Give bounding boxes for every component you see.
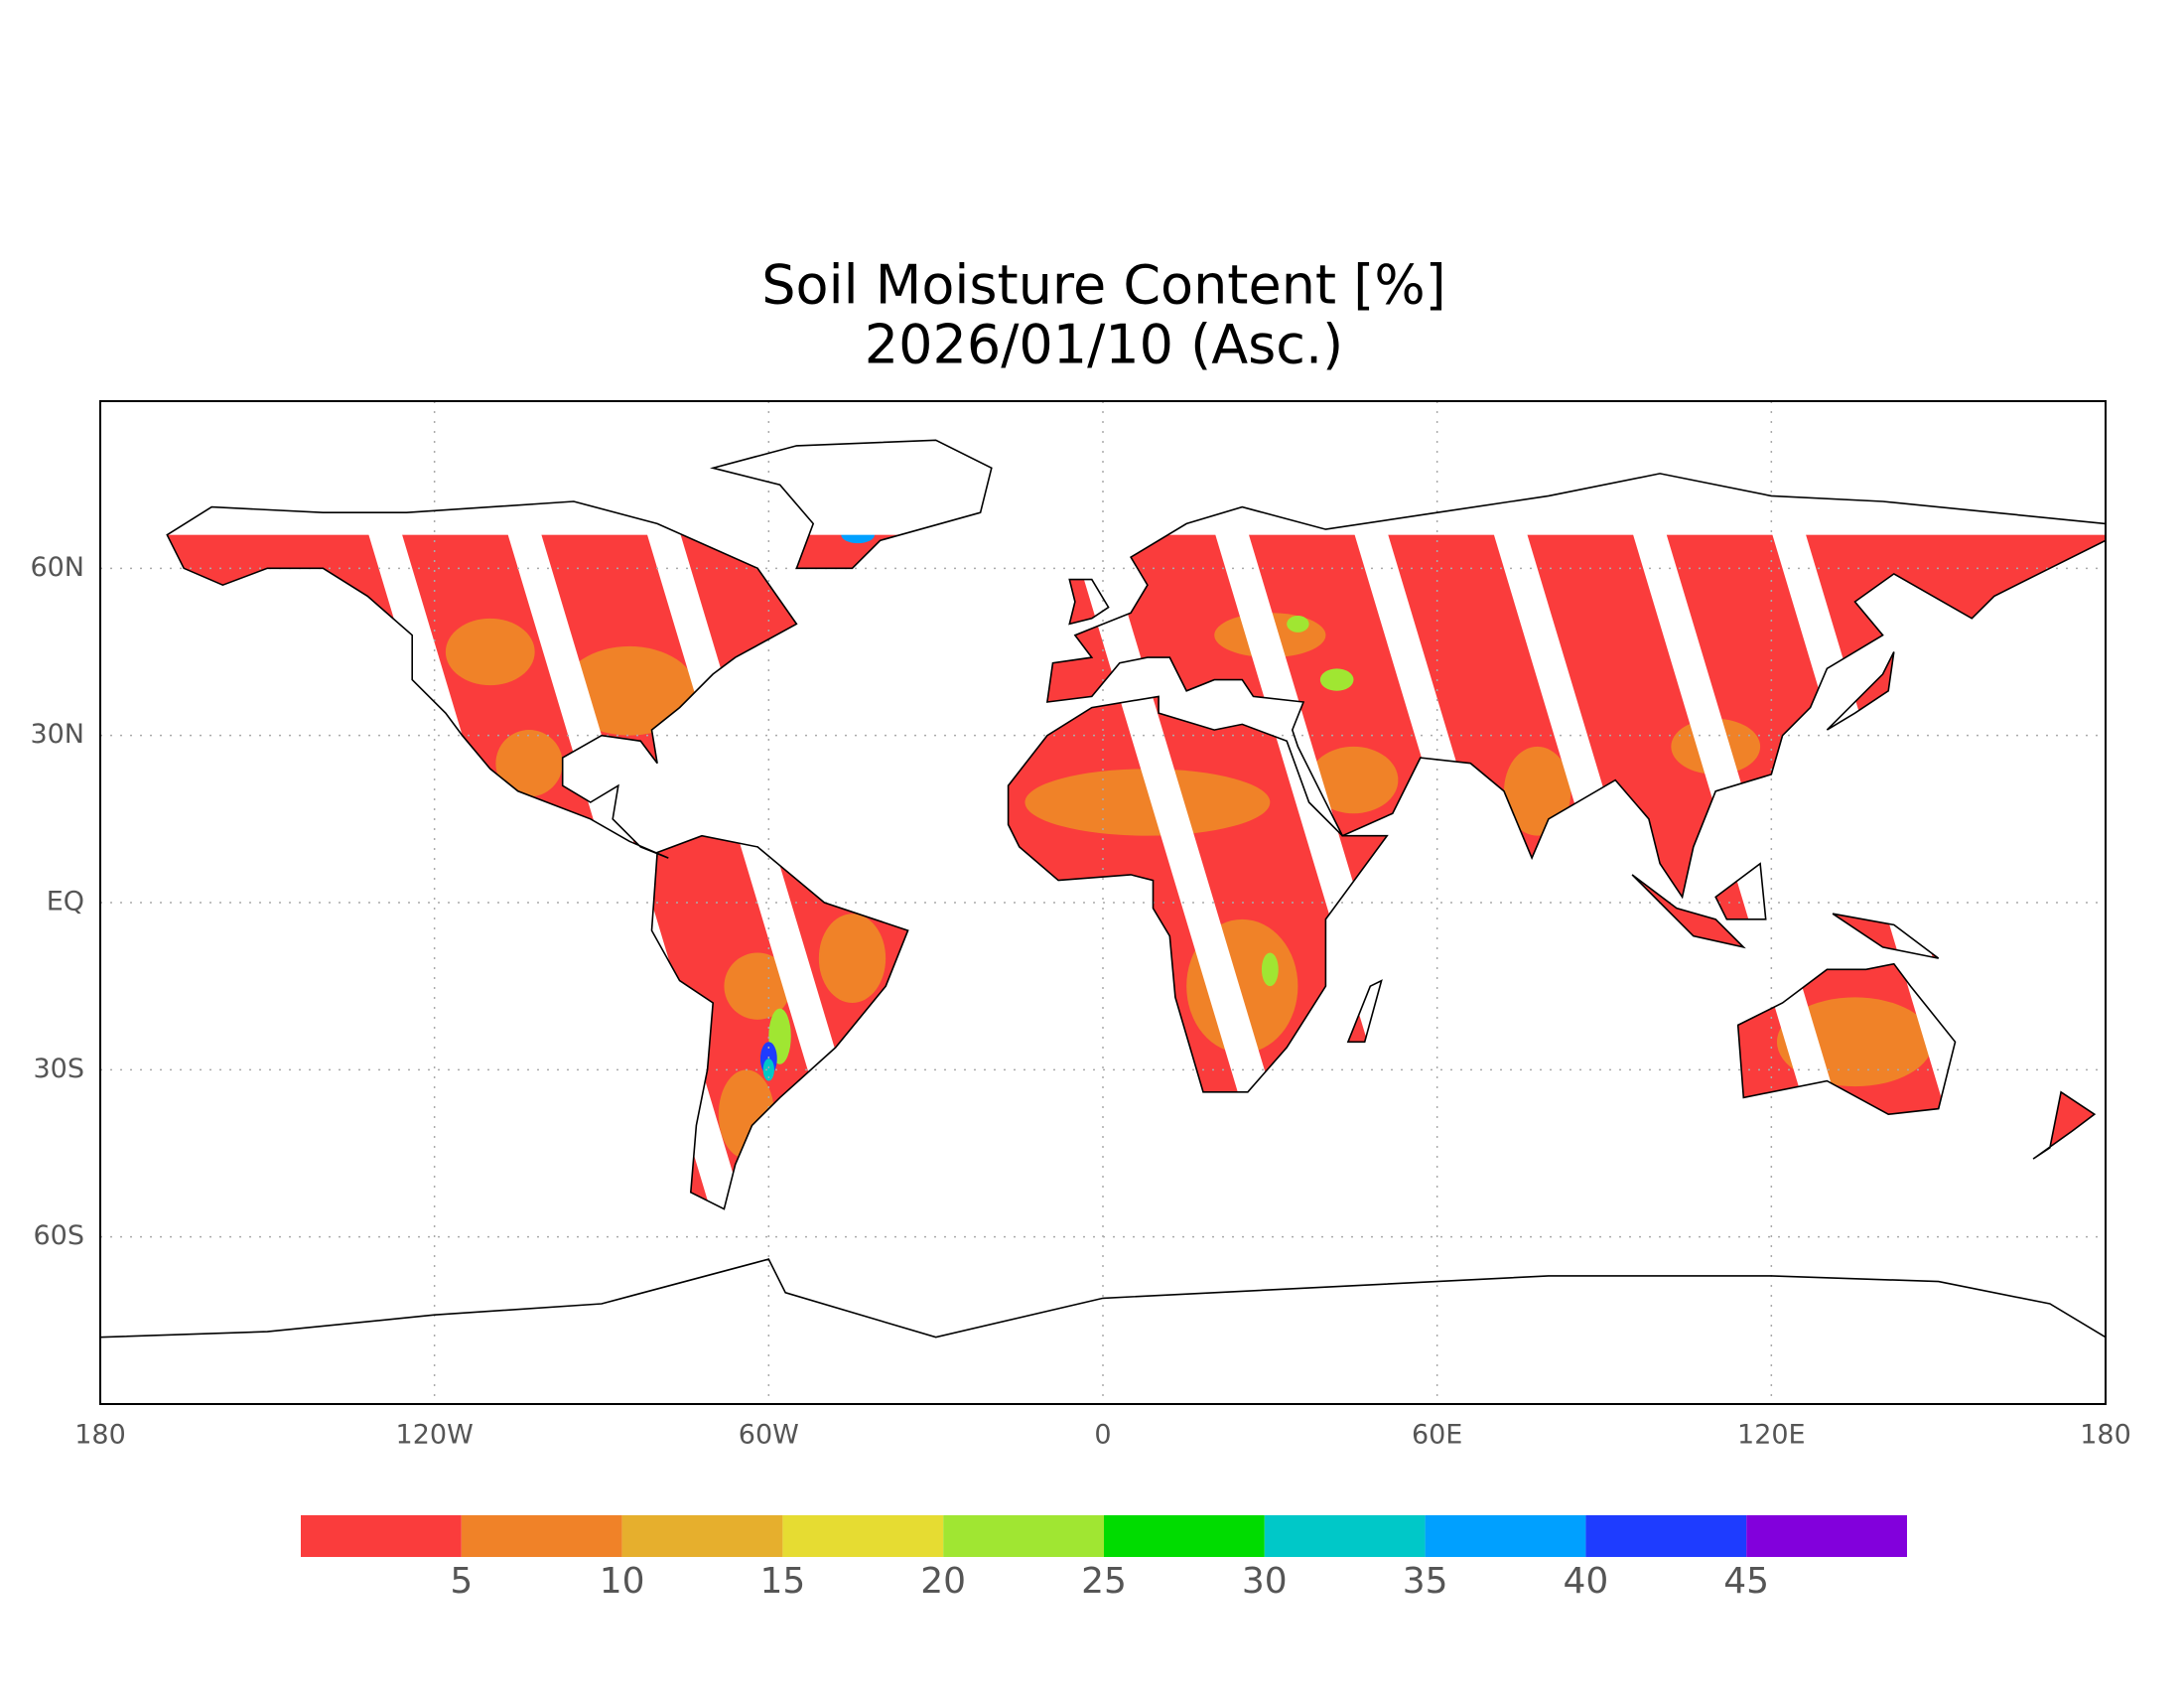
y-tick-label: 30N: [30, 719, 84, 750]
x-tick-label: 60W: [739, 1420, 799, 1451]
coastline: [1832, 913, 1940, 959]
field-patch: [818, 914, 887, 1003]
x-tick-label: 180: [2080, 1420, 2131, 1451]
x-tick-label: 120E: [1737, 1420, 1806, 1451]
x-tick-label: 180: [74, 1420, 126, 1451]
coastline: [650, 834, 909, 1210]
colorbar-swatch: [461, 1515, 622, 1557]
x-tick-label: 120W: [396, 1420, 474, 1451]
coastline: [1714, 862, 1767, 920]
coastline: [2032, 1090, 2097, 1160]
coastline: [166, 500, 798, 859]
colorbar-swatch: [1746, 1515, 1907, 1557]
field-patch: [1024, 769, 1271, 836]
colorbar-tick-label: 15: [759, 1561, 805, 1602]
coastlines: [100, 439, 2106, 1404]
colorbar-swatch: [301, 1515, 462, 1557]
colorbar-swatch: [1425, 1515, 1586, 1557]
colorbar-tick-label: 30: [1242, 1561, 1288, 1602]
field-patch: [1319, 668, 1354, 691]
coastline: [1068, 578, 1110, 626]
coastline: [1826, 651, 1895, 731]
subtitle: 2026/01/10 (Asc.): [865, 314, 1343, 376]
colorbar-swatch: [621, 1515, 783, 1557]
field-patch: [1261, 952, 1279, 987]
coastline: [710, 439, 993, 570]
colorbar-tick-label: 35: [1403, 1561, 1448, 1602]
x-tick-label: 0: [1094, 1420, 1111, 1451]
colorbar-tick-label: 40: [1563, 1561, 1608, 1602]
colorbar-tick-label: 25: [1081, 1561, 1127, 1602]
plot-frame: [99, 400, 2107, 1405]
y-tick-label: 60S: [34, 1220, 85, 1251]
field-patch: [1287, 616, 1309, 633]
field-patch: [1308, 746, 1399, 814]
coastline: [1736, 962, 1957, 1116]
field-patch: [724, 952, 791, 1020]
field-patch: [762, 1058, 774, 1081]
colorbar-swatch: [1585, 1515, 1747, 1557]
field-patch: [495, 730, 563, 797]
coastline: [100, 1258, 2106, 1404]
colorbar-swatch: [1264, 1515, 1426, 1557]
coastline: [1346, 979, 1383, 1044]
colorbar-tick-label: 5: [450, 1561, 473, 1602]
coastline: [1045, 473, 2106, 900]
y-tick-label: 60N: [30, 552, 84, 583]
colorbar-swatch: [782, 1515, 944, 1557]
colorbar-tick-label: 10: [600, 1561, 645, 1602]
title: Soil Moisture Content [%]: [761, 254, 1445, 317]
coastline: [1007, 695, 1389, 1093]
field-patch: [445, 618, 535, 686]
colorbar-tick-label: 45: [1723, 1561, 1769, 1602]
coastline: [1631, 874, 1746, 949]
colorbar-swatch: [943, 1515, 1104, 1557]
y-tick-label: 30S: [34, 1054, 85, 1084]
field-patch: [562, 645, 697, 736]
x-tick-label: 60E: [1412, 1420, 1462, 1451]
swath-gap: [1626, 512, 1877, 1209]
colorbar-swatch: [1104, 1515, 1265, 1557]
field-patch: [1504, 746, 1571, 836]
colorbar-tick-label: 20: [920, 1561, 966, 1602]
y-tick-label: EQ: [47, 887, 84, 917]
